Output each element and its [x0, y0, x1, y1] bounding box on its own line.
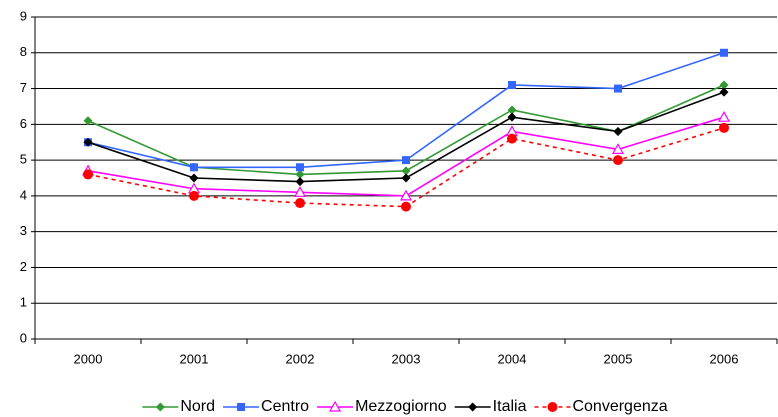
marker	[547, 402, 558, 412]
marker	[719, 87, 729, 97]
legend: Nord Centro Mezzogiorno Italia Convergenza	[142, 398, 668, 415]
y-tick-label: 0	[20, 330, 27, 345]
y-tick-label: 7	[20, 80, 27, 95]
legend-label: Nord	[180, 398, 215, 415]
marker	[720, 48, 728, 57]
marker	[507, 105, 517, 115]
marker	[508, 80, 516, 89]
marker	[611, 143, 625, 154]
legend-label: Italia	[493, 398, 527, 415]
y-tick-label: 8	[20, 44, 27, 59]
marker	[401, 201, 411, 212]
marker	[329, 400, 342, 412]
marker	[399, 189, 413, 201]
x-tick-label: 2001	[180, 351, 209, 366]
legend-label: Mezzogiorno	[355, 398, 447, 415]
marker	[189, 190, 199, 201]
y-tick-label: 3	[20, 223, 27, 238]
y-tick-label: 6	[20, 116, 27, 131]
marker	[83, 137, 93, 147]
marker	[189, 173, 199, 183]
y-tick-label: 2	[20, 259, 27, 274]
marker	[83, 169, 93, 180]
marker	[296, 163, 304, 172]
marker	[295, 198, 305, 209]
marker	[614, 84, 622, 93]
x-tick-label: 2000	[74, 351, 103, 366]
marker	[717, 110, 731, 122]
marker	[507, 112, 517, 122]
y-tick-label: 5	[20, 152, 27, 167]
marker	[401, 166, 411, 176]
series-line	[87, 52, 725, 169]
marker	[613, 155, 623, 166]
marker	[719, 80, 729, 90]
marker	[719, 122, 729, 133]
marker	[295, 169, 305, 179]
x-tick-label: 2004	[498, 351, 527, 366]
marker	[402, 156, 410, 165]
marker	[293, 186, 307, 197]
legend-label: Centro	[261, 398, 309, 415]
marker	[401, 173, 411, 183]
marker	[468, 402, 478, 412]
y-tick-label: 4	[20, 187, 27, 202]
marker	[613, 126, 623, 136]
marker	[83, 116, 93, 126]
marker	[507, 133, 517, 144]
y-tick-label: 1	[20, 295, 27, 310]
legend-label: Convergenza	[572, 398, 667, 415]
x-tick-label: 2006	[710, 351, 739, 366]
marker	[190, 163, 198, 172]
x-tick-label: 2005	[604, 351, 633, 366]
marker	[237, 403, 246, 411]
marker	[295, 177, 305, 187]
y-tick-label: 9	[20, 8, 27, 23]
marker	[155, 402, 165, 412]
x-tick-label: 2002	[286, 351, 315, 366]
x-tick-label: 2003	[392, 351, 421, 366]
